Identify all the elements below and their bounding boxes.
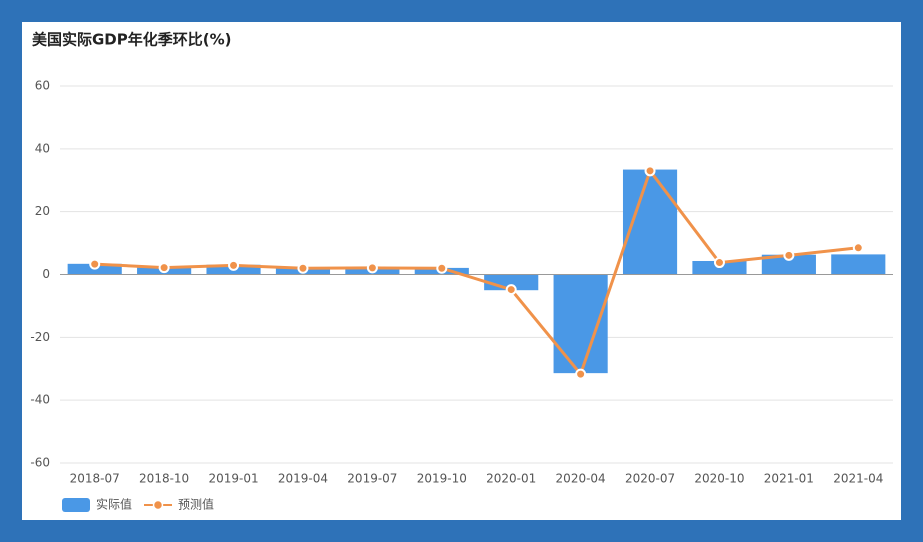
point xyxy=(852,242,864,254)
y-tick-label: -60 xyxy=(30,456,50,470)
x-tick-label: 2018-10 xyxy=(139,472,189,486)
chart: 美国实际GDP年化季环比(%) -60 -40 -20 0 20 40 60 2018-07 2… xyxy=(30,31,893,512)
point xyxy=(505,284,517,296)
x-tick-label: 2018-07 xyxy=(70,472,120,486)
chart-title: 美国实际GDP年化季环比(%) xyxy=(32,31,232,49)
y-tick-label: 20 xyxy=(35,204,50,218)
bar xyxy=(831,254,886,275)
line xyxy=(94,167,859,378)
y-tick-label: 40 xyxy=(35,141,50,155)
point xyxy=(783,249,795,261)
x-tick-label: 2021-01 xyxy=(764,472,814,486)
x-tick-label: 2019-01 xyxy=(208,472,258,486)
x-tick-label: 2019-04 xyxy=(278,472,328,486)
chart-panel: 美国实际GDP年化季环比(%) -60 -40 -20 0 20 40 60 2018-07 2… xyxy=(22,22,901,520)
x-tick-label: 2021-04 xyxy=(833,472,883,486)
bar xyxy=(553,274,608,374)
y-tick-label: 0 xyxy=(42,267,50,281)
bar xyxy=(761,254,816,275)
x-tick-label: 2020-07 xyxy=(625,472,675,486)
point xyxy=(366,262,378,274)
point xyxy=(297,262,309,274)
x-tick-label: 2019-10 xyxy=(417,472,467,486)
y-tick-label: 60 xyxy=(35,79,50,93)
legend-swatch xyxy=(62,498,90,512)
point xyxy=(713,257,725,269)
point xyxy=(644,165,656,177)
x-tick-label: 2019-07 xyxy=(347,472,397,486)
point xyxy=(89,258,101,270)
x-tick-label: 2020-10 xyxy=(694,472,744,486)
y-tick-label: -40 xyxy=(30,393,50,407)
point xyxy=(158,262,170,274)
point xyxy=(436,262,448,274)
y-tick-label: -20 xyxy=(30,330,50,344)
x-tick-label: 2020-01 xyxy=(486,472,536,486)
x-tick-label: 2020-04 xyxy=(556,472,606,486)
legend-label: 实际值 xyxy=(96,497,132,512)
point xyxy=(228,259,240,271)
legend-label: 预测值 xyxy=(178,497,214,512)
point xyxy=(575,368,587,380)
legend-swatch xyxy=(152,499,164,511)
